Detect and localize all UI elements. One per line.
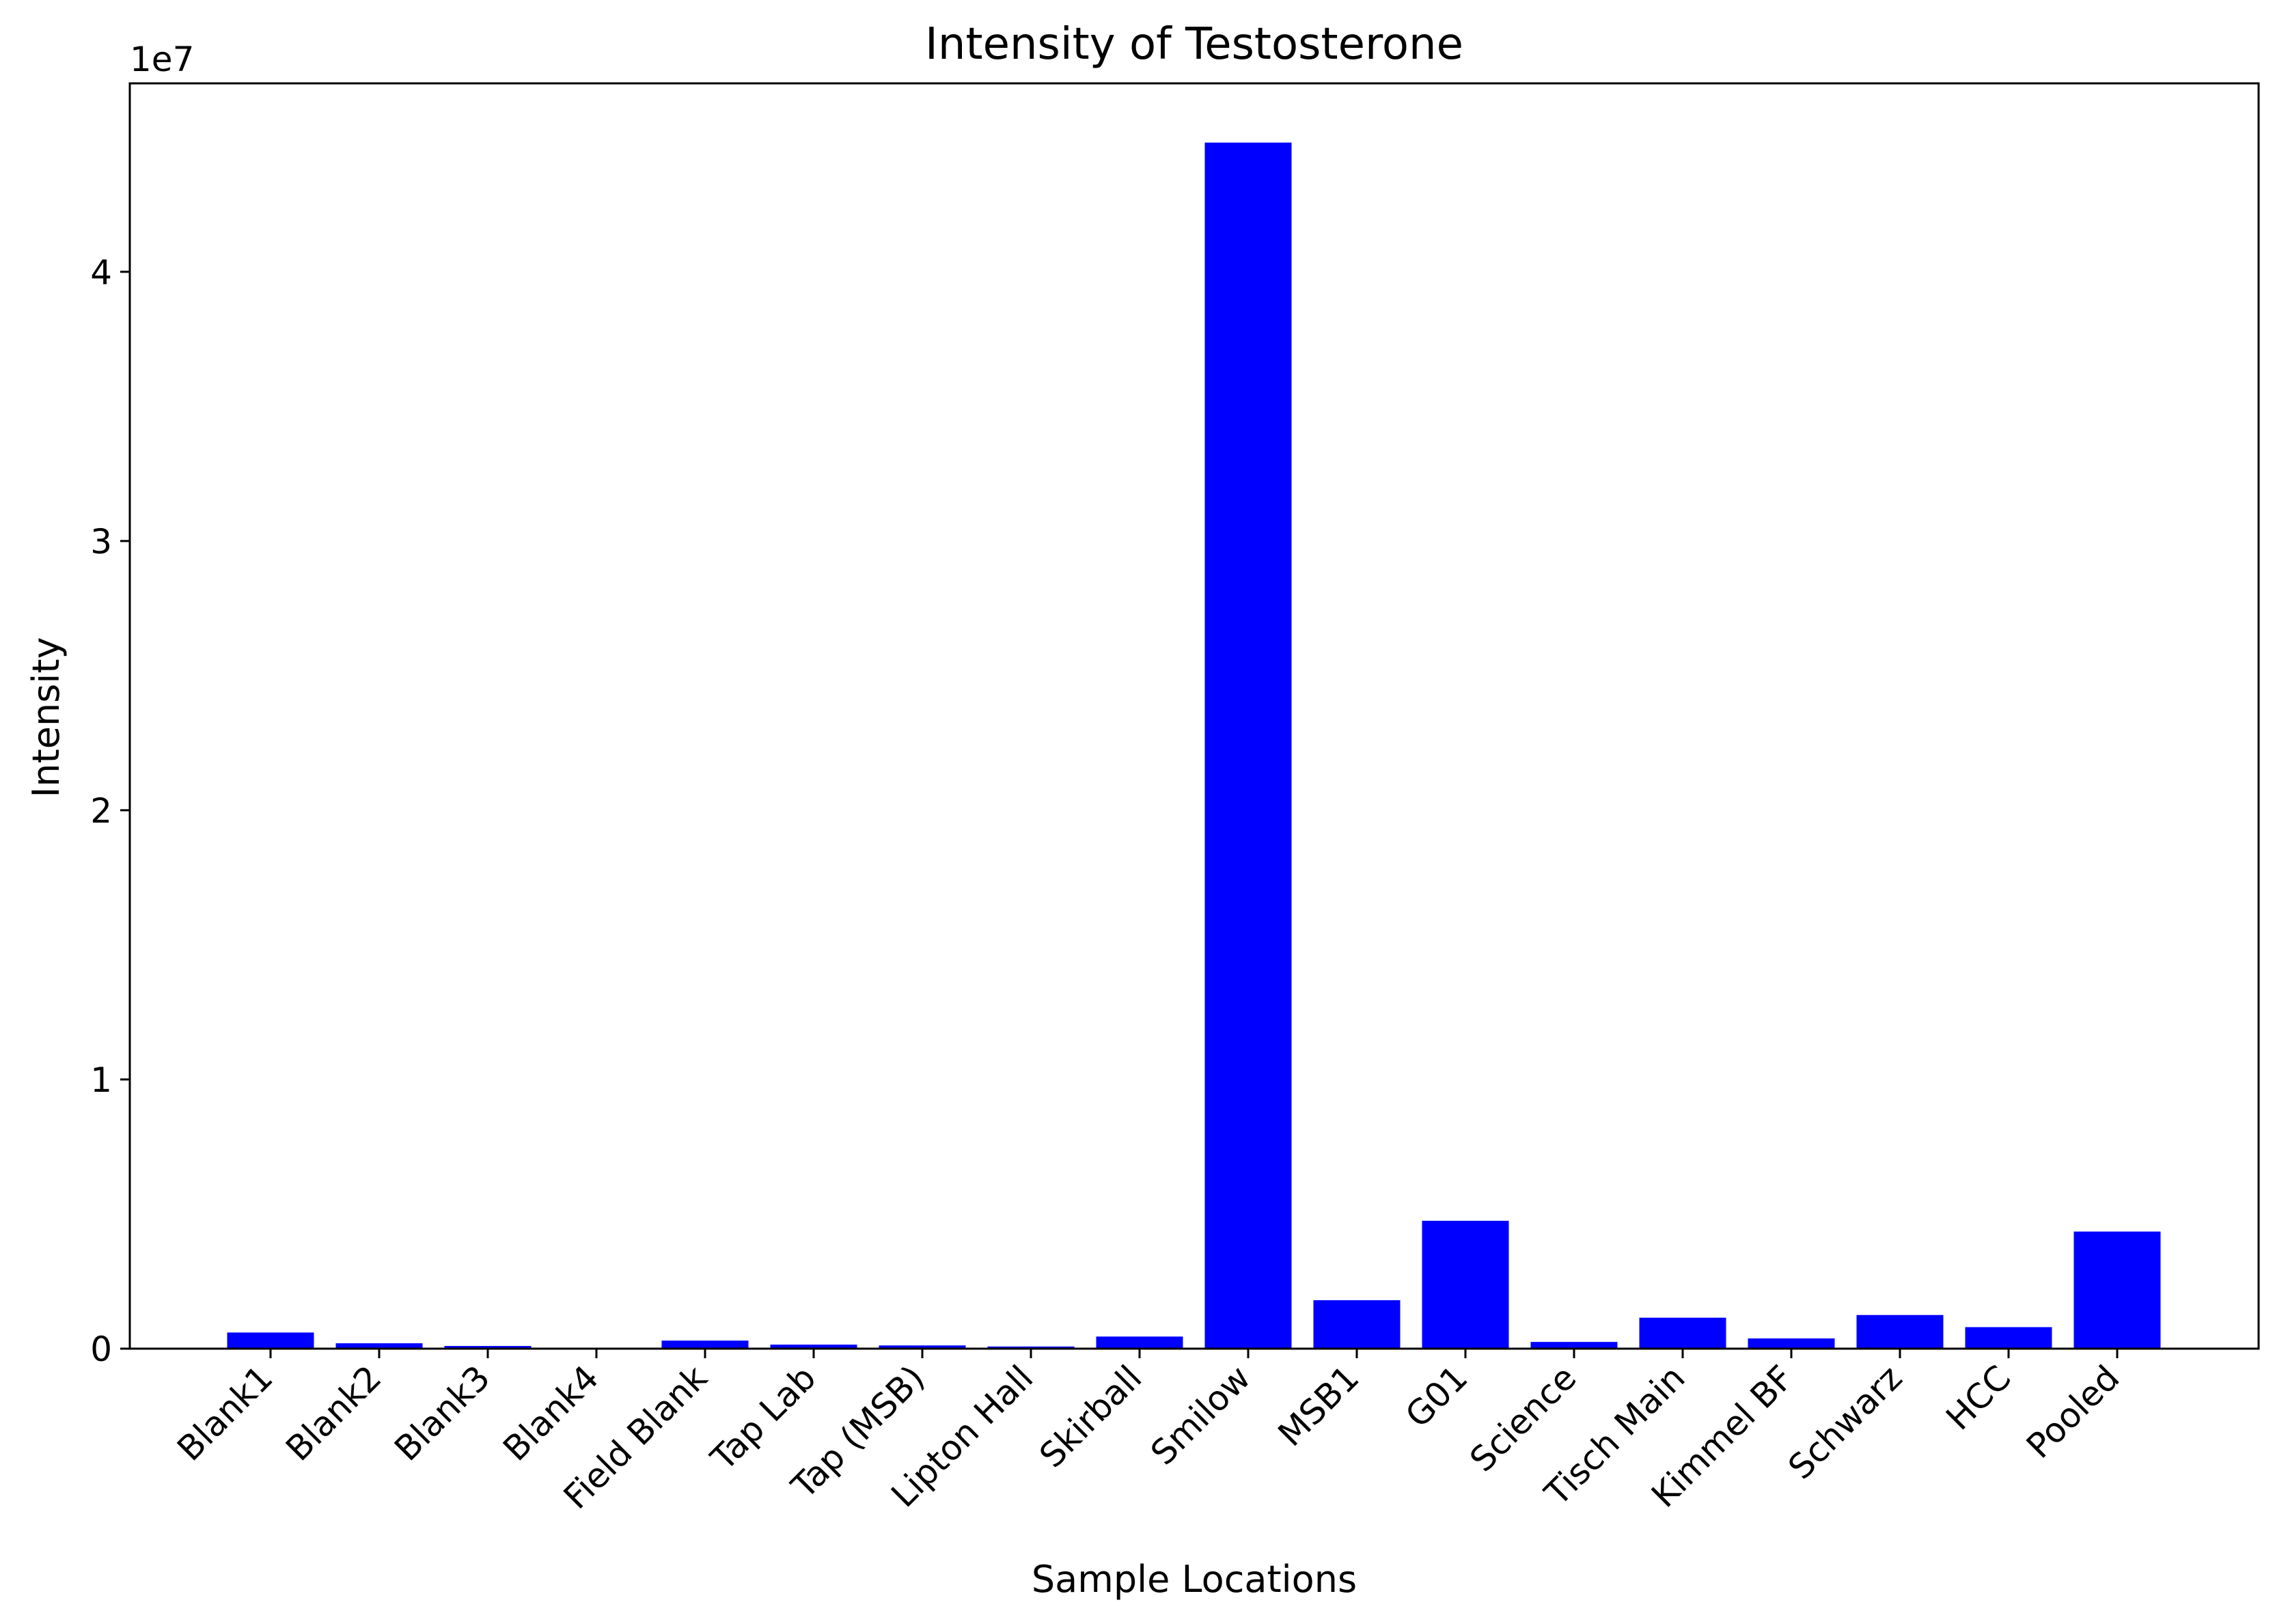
bar-6: [879, 1345, 966, 1349]
y-axis-offset-label: 1e7: [130, 40, 194, 79]
bar-1: [335, 1343, 423, 1349]
y-tick-label: 3: [90, 522, 112, 562]
x-axis-label: Sample Locations: [1032, 1558, 1357, 1601]
bar-11: [1422, 1220, 1509, 1349]
bar-8: [1096, 1336, 1183, 1349]
plot-frame: [128, 82, 2260, 1350]
bar-13: [1639, 1317, 1726, 1349]
y-axis-label: Intensity: [25, 637, 68, 797]
bar-9: [1204, 142, 1292, 1349]
bar-2: [444, 1346, 532, 1349]
bar-4: [661, 1340, 749, 1349]
y-ticks-group: 0 1 2 3 4: [90, 253, 130, 1369]
y-tick-label: 4: [90, 253, 112, 292]
bar-17: [2073, 1231, 2161, 1349]
bar-7: [987, 1346, 1075, 1349]
chart-title: Intensity of Testosterone: [925, 19, 1463, 70]
bar-14: [1748, 1338, 1835, 1349]
y-tick-label: 0: [90, 1330, 112, 1369]
bar-12: [1530, 1342, 1618, 1349]
y-tick-label: 1: [90, 1060, 112, 1100]
bar-10: [1313, 1300, 1401, 1349]
bar-15: [1856, 1315, 1944, 1349]
y-tick-label: 2: [90, 791, 112, 831]
bars-group: [227, 142, 2161, 1349]
bar-0: [227, 1332, 314, 1349]
bar-5: [770, 1345, 857, 1349]
bar-16: [1965, 1327, 2052, 1349]
